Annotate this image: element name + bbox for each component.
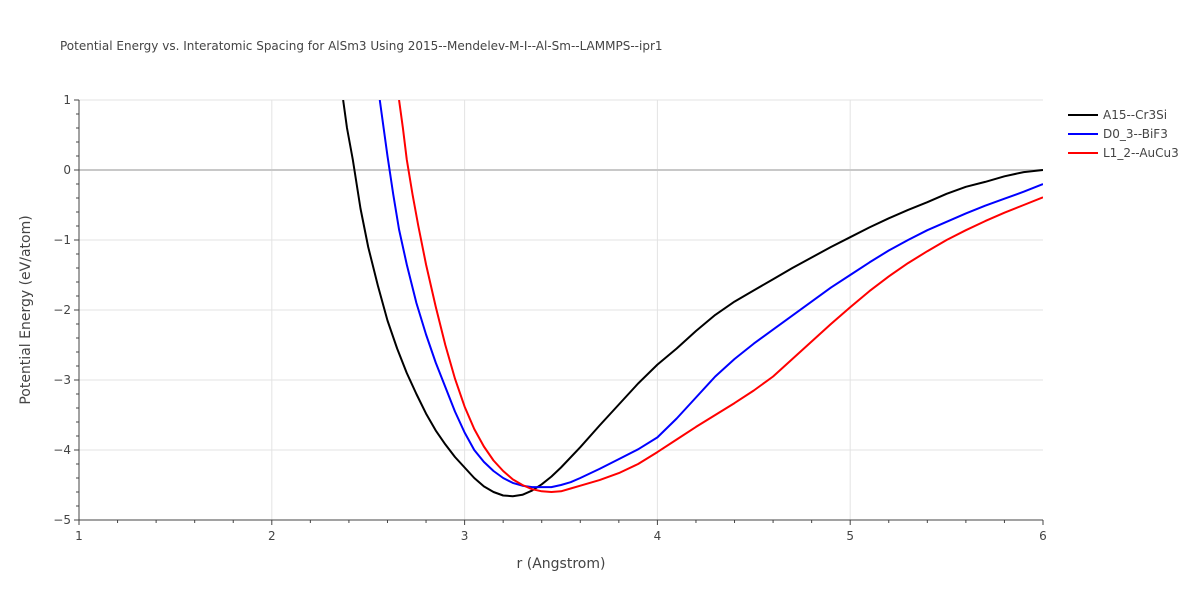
legend-label: A15--Cr3Si bbox=[1103, 108, 1167, 122]
x-tick-label: 3 bbox=[461, 529, 469, 543]
x-tick-label: 2 bbox=[268, 529, 276, 543]
grid-layer bbox=[79, 99, 1043, 520]
axes-layer: 1 2 3 4 5 6 1 0 −1 −2 −3 −4 −5 bbox=[53, 93, 1047, 543]
legend-label: L1_2--AuCu3 bbox=[1103, 146, 1179, 160]
x-axis-title: r (Angstrom) bbox=[517, 556, 606, 572]
legend-item[interactable]: D0_3--BiF3 bbox=[1068, 127, 1168, 141]
series-line-l1-2-aucu3 bbox=[398, 100, 1043, 493]
legend[interactable]: A15--Cr3Si D0_3--BiF3 L1_2--AuCu3 bbox=[1068, 108, 1179, 160]
legend-label: D0_3--BiF3 bbox=[1103, 127, 1168, 141]
y-tick-label: −5 bbox=[53, 513, 71, 527]
y-tick-label: −2 bbox=[53, 303, 71, 317]
chart-title: Potential Energy vs. Interatomic Spacing… bbox=[60, 39, 663, 53]
legend-item[interactable]: L1_2--AuCu3 bbox=[1068, 146, 1179, 160]
y-tick-label: −3 bbox=[53, 373, 71, 387]
lines-layer bbox=[342, 100, 1043, 498]
x-tick-label: 5 bbox=[846, 529, 854, 543]
y-axis-title: Potential Energy (eV/atom) bbox=[18, 215, 34, 404]
x-tick-label: 4 bbox=[654, 529, 662, 543]
x-tick-label: 6 bbox=[1039, 529, 1047, 543]
series-line-a15-cr3si bbox=[342, 100, 1043, 498]
y-tick-label: 0 bbox=[63, 163, 71, 177]
series-line-d0-3-bif3 bbox=[378, 100, 1043, 489]
legend-item[interactable]: A15--Cr3Si bbox=[1068, 108, 1167, 122]
y-tick-label: −1 bbox=[53, 233, 71, 247]
y-tick-label: −4 bbox=[53, 443, 71, 457]
x-tick-label: 1 bbox=[75, 529, 83, 543]
y-tick-label: 1 bbox=[63, 93, 71, 107]
